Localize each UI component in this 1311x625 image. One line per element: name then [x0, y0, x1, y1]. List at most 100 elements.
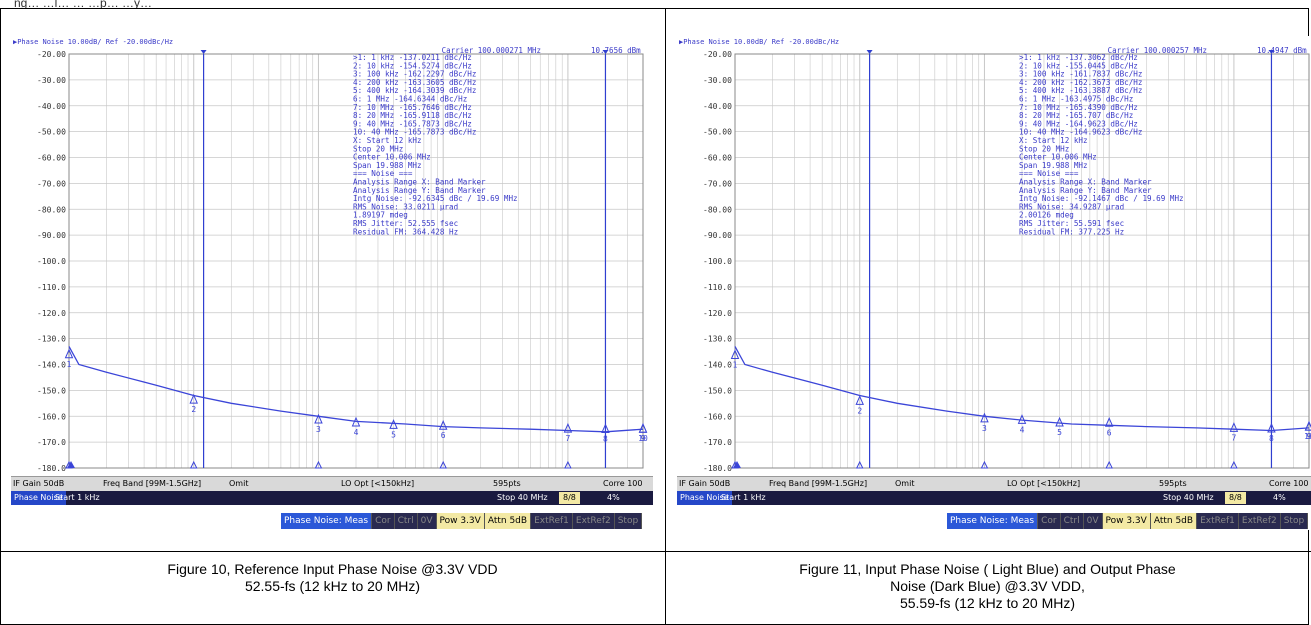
marker-10: 10 — [1304, 420, 1311, 441]
average-count: 8/8 — [559, 492, 580, 504]
start-freq[interactable]: Start 1 kHz — [721, 493, 766, 502]
mode-tag[interactable]: Phase Noise — [11, 491, 66, 505]
y-tick-label: -110.0 — [37, 283, 66, 292]
marker-table-row: >1: 1 kHz -137.3062 dBc/Hz — [1019, 53, 1138, 62]
band-marker-flag — [602, 50, 609, 54]
marker-10: 10 — [638, 422, 648, 443]
marker-table-row: 3: 100 kHz -162.2297 dBc/Hz — [353, 70, 476, 79]
marker-number: 10 — [638, 434, 648, 443]
marker-triangle — [855, 395, 864, 405]
y-tick-label: -100.0 — [37, 257, 66, 266]
marker-table-row: 4: 200 kHz -163.3605 dBc/Hz — [353, 78, 476, 87]
marker-number: 5 — [1057, 428, 1062, 437]
marker-table-row: 4: 200 kHz -162.3673 dBc/Hz — [1019, 78, 1142, 87]
band-marker-flag — [866, 50, 873, 54]
marker-triangle — [189, 393, 198, 404]
softkey-area: Phase Noise: Meas Cor Ctrl 0V Pow 3.3V A… — [11, 505, 653, 530]
y-tick-label: -120.0 — [37, 309, 66, 318]
carrier-frequency: Carrier 100.000271 MHz — [442, 46, 541, 55]
axis-marker-triangle — [314, 460, 323, 469]
meas-softkey[interactable]: Phase Noise: Meas — [947, 513, 1039, 529]
analysis-text-row: Center 10.006 MHz — [353, 153, 431, 162]
start-marker — [733, 461, 741, 468]
analyzer-screen-right: -20.00 -30.00 -40.00 -50.00 -60.00 -70.00 -80.… — [677, 36, 1311, 530]
softkey-row: Phase Noise: Meas Cor Ctrl 0V Pow 3.3V A… — [947, 513, 1309, 529]
freq-band-label: Freq Band [99M-1.5GHz] — [103, 479, 202, 488]
progress-percent: 4% — [607, 493, 620, 502]
marker-triangle — [563, 422, 573, 433]
extref1-softkey[interactable]: ExtRef1 — [531, 513, 573, 529]
marker-number: 7 — [565, 434, 570, 443]
marker-7: 7 — [1229, 422, 1239, 442]
y-tick-label: -60.00 — [37, 154, 66, 163]
y-tick-label: -30.00 — [37, 76, 66, 85]
y-tick-label: -170.0 — [703, 438, 732, 447]
marker-table-row: 2: 10 kHz -155.0445 dBc/Hz — [1019, 61, 1138, 70]
mode-tag[interactable]: Phase Noise — [677, 491, 732, 505]
marker-table-row: 9: 40 MHz -165.7873 dBc/Hz — [353, 119, 472, 128]
start-freq[interactable]: Start 1 kHz — [55, 493, 100, 502]
y-tick-label: -180.0 — [37, 464, 66, 473]
ctrl-voltage-softkey[interactable]: 0V — [1084, 513, 1103, 529]
lo-opt-label: LO Opt [<150kHz] — [341, 479, 415, 488]
marker-number: 5 — [391, 430, 396, 439]
y-tick-label: -20.00 — [703, 50, 732, 59]
axis-marker-triangle — [1105, 460, 1113, 469]
lo-opt-label: LO Opt [<150kHz] — [1007, 479, 1081, 488]
marker-triangle — [314, 413, 323, 424]
marker-triangle — [1017, 414, 1027, 424]
stop-softkey[interactable]: Stop — [615, 513, 643, 529]
analysis-text-row: Analysis Range X: Band Marker — [353, 178, 486, 187]
extref2-softkey[interactable]: ExtRef2 — [573, 513, 615, 529]
marker-number: 4 — [354, 428, 359, 437]
pow-softkey[interactable]: Pow 3.3V — [436, 513, 485, 529]
pow-softkey[interactable]: Pow 3.3V — [1102, 513, 1151, 529]
axis-marker-triangle — [980, 460, 989, 469]
y-tick-label: -90.00 — [703, 231, 732, 240]
attn-softkey[interactable]: Attn 5dB — [484, 513, 532, 529]
marker-1: 1 — [730, 349, 740, 370]
marker-triangle — [1229, 422, 1239, 432]
analysis-text-row: RMS Noise: 34.9287 µrad — [1019, 202, 1124, 211]
marker-table-row: 6: 1 MHz -164.6344 dBc/Hz — [353, 95, 467, 104]
analysis-text-row: Stop 20 MHz — [1019, 144, 1069, 153]
extref1-softkey[interactable]: ExtRef1 — [1197, 513, 1239, 529]
analysis-text-row: Center 10.006 MHz — [1019, 153, 1097, 162]
marker-table-row: 10: 40 MHz -164.9623 dBc/Hz — [1019, 128, 1142, 137]
y-tick-label: -140.0 — [37, 361, 66, 370]
cor-softkey[interactable]: Cor — [372, 513, 395, 529]
stop-softkey[interactable]: Stop — [1281, 513, 1309, 529]
marker-8: 8 — [601, 423, 610, 444]
ctrl-voltage-softkey[interactable]: 0V — [418, 513, 437, 529]
cor-softkey[interactable]: Cor — [1038, 513, 1061, 529]
stop-freq[interactable]: Stop 40 MHz — [1163, 493, 1214, 502]
marker-number: 8 — [1269, 434, 1274, 443]
extref2-softkey[interactable]: ExtRef2 — [1239, 513, 1281, 529]
stop-freq[interactable]: Stop 40 MHz — [497, 493, 548, 502]
marker-6: 6 — [1104, 417, 1114, 437]
marker-number: 1 — [733, 361, 738, 370]
analysis-text-row: Span 19.988 MHz — [353, 161, 422, 170]
ctrl-softkey[interactable]: Ctrl — [395, 513, 418, 529]
meas-softkey[interactable]: Phase Noise: Meas — [281, 513, 373, 529]
marker-number: 2 — [857, 406, 862, 415]
attn-softkey[interactable]: Attn 5dB — [1150, 513, 1198, 529]
analysis-text-row: Span 19.988 MHz — [1019, 161, 1088, 170]
figure-caption-right: Figure 11, Input Phase Noise ( Light Blu… — [799, 561, 1176, 611]
status-bar: IF Gain 50dB Freq Band [99M-1.5GHz] Omit… — [11, 476, 653, 492]
phase-noise-plot: -20.00 -30.00 -40.00 -50.00 -60.00 -70.00 -80.… — [677, 36, 1311, 476]
omit-label: Omit — [229, 479, 249, 488]
ctrl-softkey[interactable]: Ctrl — [1061, 513, 1084, 529]
corr-label: Corre 100 — [603, 479, 643, 488]
softkey-row: Phase Noise: Meas Cor Ctrl 0V Pow 3.3V A… — [281, 513, 643, 529]
y-tick-label: -50.00 — [37, 128, 66, 137]
points-label: 595pts — [1159, 479, 1187, 488]
marker-8: 8 — [1267, 422, 1276, 443]
y-tick-label: -130.0 — [37, 335, 66, 344]
y-tick-label: -40.00 — [703, 102, 732, 111]
marker-number: 7 — [1231, 433, 1236, 442]
band-marker-flag — [1268, 50, 1275, 54]
marker-table-row: 2: 10 kHz -154.5274 dBc/Hz — [353, 61, 472, 70]
analysis-text-row: X: Start 12 kHz — [1019, 136, 1088, 145]
marker-triangle — [1267, 422, 1276, 433]
